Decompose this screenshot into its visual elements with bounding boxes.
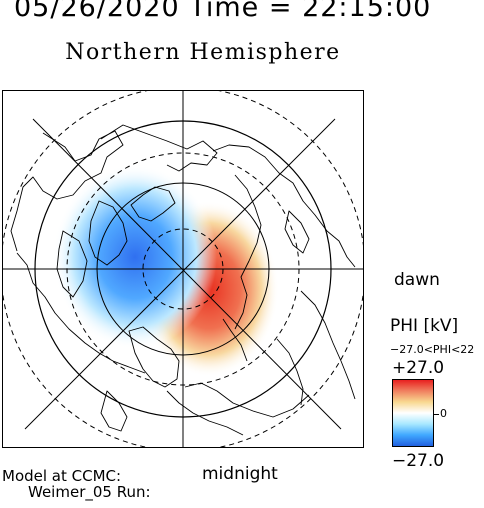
hemisphere-title: Northern Hemisphere — [65, 40, 341, 65]
run-label: Weimer_05 Run: — [28, 483, 151, 501]
model-label: Model at CCMC: — [2, 467, 122, 485]
colorbar-title: PHI [kV] — [390, 316, 459, 336]
colorbar-range: −27.0<PHI<22 — [390, 344, 475, 355]
colorbar — [392, 379, 434, 447]
colorbar-min: −27.0 — [392, 451, 445, 471]
meridian-grid — [3, 91, 363, 447]
dawn-label: dawn — [394, 270, 440, 290]
negative-potential-cell — [53, 165, 217, 349]
polar-map — [2, 90, 364, 448]
midnight-label: midnight — [202, 464, 278, 484]
date-time-label: 05/26/2020 Time = 22:15:00 — [14, 0, 432, 23]
colorbar-zero-tick — [434, 414, 439, 415]
colorbar-zero: 0 — [440, 407, 447, 420]
coastlines — [10, 124, 356, 436]
polar-map-plot — [3, 91, 363, 447]
colorbar-max: +27.0 — [392, 358, 445, 378]
